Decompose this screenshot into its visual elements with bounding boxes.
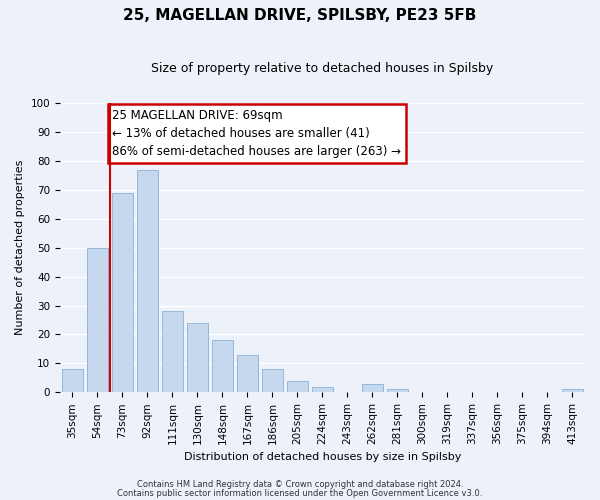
Bar [112,192,133,392]
Y-axis label: Number of detached properties: Number of detached properties [15,160,25,336]
Bar [562,390,583,392]
Bar [162,312,183,392]
Text: 25, MAGELLAN DRIVE, SPILSBY, PE23 5FB: 25, MAGELLAN DRIVE, SPILSBY, PE23 5FB [124,8,476,22]
Bar [287,380,308,392]
Bar [312,386,333,392]
Bar [187,323,208,392]
Text: 25 MAGELLAN DRIVE: 69sqm
← 13% of detached houses are smaller (41)
86% of semi-d: 25 MAGELLAN DRIVE: 69sqm ← 13% of detach… [112,109,401,158]
Bar [362,384,383,392]
Bar [387,390,408,392]
Bar [212,340,233,392]
Bar [137,170,158,392]
Text: Contains HM Land Registry data © Crown copyright and database right 2024.: Contains HM Land Registry data © Crown c… [137,480,463,489]
Bar [262,369,283,392]
X-axis label: Distribution of detached houses by size in Spilsby: Distribution of detached houses by size … [184,452,461,462]
Bar [87,248,108,392]
Bar [62,369,83,392]
Title: Size of property relative to detached houses in Spilsby: Size of property relative to detached ho… [151,62,494,76]
Text: Contains public sector information licensed under the Open Government Licence v3: Contains public sector information licen… [118,489,482,498]
Bar [237,354,258,393]
